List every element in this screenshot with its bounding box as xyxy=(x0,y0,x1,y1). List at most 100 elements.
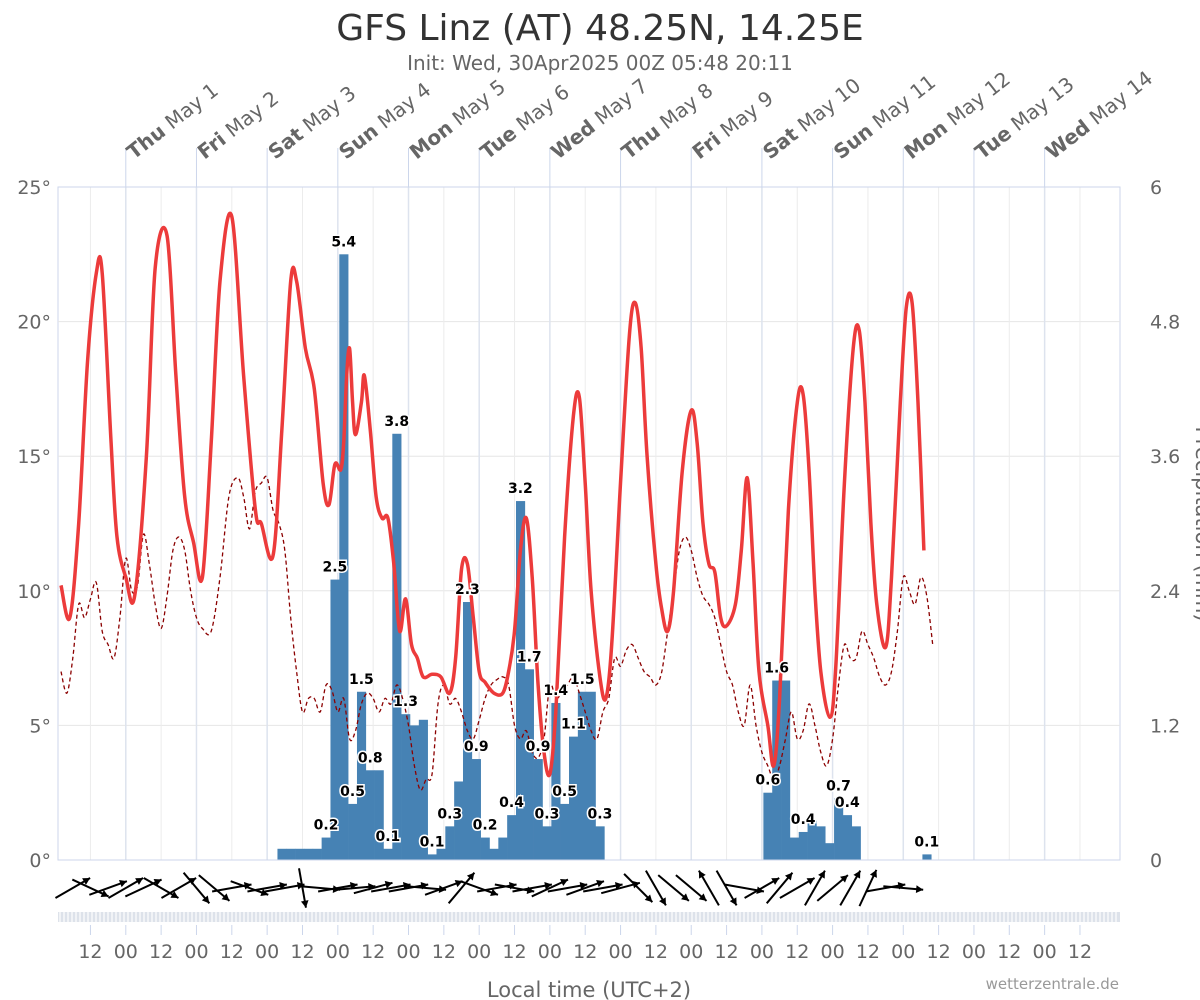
x-tick-label: 00 xyxy=(750,941,774,963)
precip-bar xyxy=(427,854,437,860)
precip-bar xyxy=(772,680,782,860)
x-tick-label: 00 xyxy=(467,941,491,963)
x-tick-label: 00 xyxy=(820,941,844,963)
x-tick-label: 12 xyxy=(714,941,738,963)
wind-arrow-head xyxy=(840,875,848,883)
wind-arrow-head xyxy=(681,893,689,901)
x-tick-label: 12 xyxy=(432,941,456,963)
x-tick-label: 12 xyxy=(220,941,244,963)
precip-bar xyxy=(507,815,517,860)
precip-bar xyxy=(312,848,322,860)
precip-bar xyxy=(524,669,534,860)
wind-arrow-head xyxy=(82,878,91,885)
precip-bar xyxy=(533,759,543,860)
precip-bar xyxy=(454,781,464,860)
precip-bar xyxy=(286,848,296,860)
precip-label: 1.7 xyxy=(517,649,542,665)
wind-arrow-head xyxy=(869,869,877,878)
precip-bar xyxy=(348,803,358,860)
precip-label: 2.5 xyxy=(322,560,347,576)
precip-bar xyxy=(471,759,481,860)
precip-bar xyxy=(586,691,596,860)
wind-arrow-head xyxy=(221,893,230,901)
wind-arrow-head xyxy=(698,870,706,879)
wind-arrow-head xyxy=(490,888,498,897)
precip-bar xyxy=(383,848,393,860)
precip-bar xyxy=(577,691,587,860)
precip-bar xyxy=(807,820,817,860)
precip-label: 0.1 xyxy=(375,829,400,845)
time-axis: 12 00 12 00 12 00 12 00 12 00 12 00 12 00 12 00 12 00 12 00… xyxy=(58,859,1120,963)
x-tick-label: 00 xyxy=(396,941,420,963)
precip-label: 2.3 xyxy=(455,582,480,598)
precip-label: 0.2 xyxy=(314,818,339,834)
precip-bar xyxy=(798,831,808,860)
wind-arrow-head xyxy=(544,881,552,890)
x-tick-label: 12 xyxy=(1068,941,1092,963)
precip-bar xyxy=(339,254,349,861)
precip-label: 1.5 xyxy=(349,672,374,688)
wind-arrow-head xyxy=(560,879,568,886)
x-tick-label: 00 xyxy=(184,941,208,963)
x-tick-label: 00 xyxy=(962,941,986,963)
wind-arrow-head xyxy=(915,885,924,893)
precip-label: 0.9 xyxy=(464,739,489,755)
precip-bar xyxy=(595,826,605,860)
precip-bar xyxy=(842,815,853,860)
dew-point-line xyxy=(60,475,934,791)
precip-bar xyxy=(303,848,314,860)
precip-bar xyxy=(480,837,490,860)
wind-arrow-head xyxy=(644,894,653,903)
x-tick-label: 12 xyxy=(361,941,385,963)
x-tick-label: 12 xyxy=(997,941,1021,963)
precip-label: 1.5 xyxy=(570,672,595,688)
precip-label: 3.2 xyxy=(508,481,533,497)
precip-bar xyxy=(763,792,773,860)
x-axis-title: Local time (UTC+2) xyxy=(487,978,691,1000)
precip-label: 0.9 xyxy=(526,739,551,755)
precipitation-labels: 0.2 2.5 5.4 0.5 1.5 0.8 0.1 3.8 1.3 0.1 0.3 2.3 0.9 0… xyxy=(312,233,941,852)
x-tick-label: 12 xyxy=(856,941,880,963)
x-tick-label: 12 xyxy=(149,941,173,963)
wind-arrow-head xyxy=(153,879,162,886)
precip-bar xyxy=(409,725,420,860)
precip-label: 0.8 xyxy=(358,750,383,766)
temperature-lines xyxy=(59,211,934,791)
x-tick-label: 12 xyxy=(785,941,809,963)
x-tick-label: 00 xyxy=(255,941,279,963)
precip-bar xyxy=(445,826,455,860)
precip-bar xyxy=(489,848,499,860)
x-tick-label: 12 xyxy=(502,941,526,963)
x-tick-label: 12 xyxy=(290,941,314,963)
precip-label: 0.7 xyxy=(826,778,851,794)
credits: wetterzentrale.de xyxy=(986,975,1119,993)
precip-bar xyxy=(330,579,340,860)
y-left-tick-label: 5° xyxy=(29,715,51,737)
wind-arrow-head xyxy=(300,900,309,908)
wind-arrow-head xyxy=(698,893,707,901)
x-tick-label: 00 xyxy=(891,941,915,963)
precip-bar xyxy=(295,848,305,860)
x-tick-label: 12 xyxy=(644,941,668,963)
x-tick-label: 12 xyxy=(573,941,597,963)
precip-label: 0.4 xyxy=(499,795,524,811)
wind-arrow-head xyxy=(466,872,475,881)
x-tick-label: 00 xyxy=(608,941,632,963)
precip-bar xyxy=(851,826,861,860)
x-tick-label: 00 xyxy=(1033,941,1057,963)
precip-label: 5.4 xyxy=(331,234,356,250)
precip-bar xyxy=(277,848,287,860)
x-tick-label: 12 xyxy=(927,941,951,963)
precip-bar xyxy=(781,680,791,860)
x-tick-label: 00 xyxy=(114,941,138,963)
y-left-tick-label: 10° xyxy=(17,581,51,603)
wind-arrow-head xyxy=(729,897,737,906)
precip-bar xyxy=(825,843,835,860)
wind-strip-band xyxy=(58,912,1120,922)
precip-label: 1.3 xyxy=(393,694,418,710)
precip-bar xyxy=(401,714,411,860)
precip-label: 0.1 xyxy=(914,834,939,850)
chart-subtitle: Init: Wed, 30Apr2025 00Z 05:48 20:11 xyxy=(407,51,793,75)
precip-label: 1.1 xyxy=(561,717,586,733)
